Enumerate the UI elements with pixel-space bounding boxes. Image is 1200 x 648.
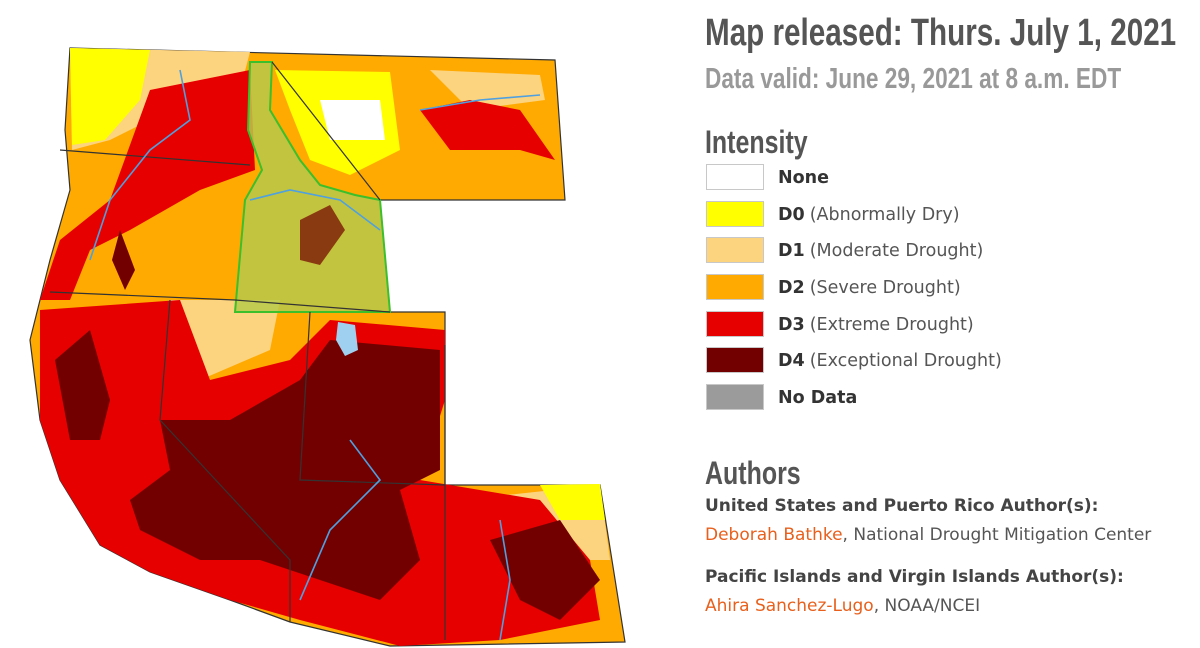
legend-text: D1 (Moderate Drought)	[778, 236, 983, 266]
river	[89, 69, 191, 261]
border	[159, 299, 291, 622]
legend-item: No Data	[706, 383, 1002, 420]
legend-code: D3	[778, 314, 805, 335]
legend-label: (Moderate Drought)	[809, 241, 984, 262]
legend-label: No Data	[778, 388, 858, 409]
legend-text: D2 (Severe Drought)	[778, 273, 961, 303]
lake	[336, 322, 358, 356]
legend: None D0 (Abnormally Dry) D1 (Moderate Drough…	[706, 163, 1002, 420]
legend-swatch	[706, 200, 764, 227]
legend-label: (Abnormally Dry)	[809, 204, 960, 225]
legend-text: D0 (Abnormally Dry)	[778, 200, 960, 230]
legend-text: D3 (Extreme Drought)	[778, 310, 974, 340]
legend-code: D2	[778, 278, 805, 299]
author-affiliation: NOAA/NCEI	[874, 596, 980, 616]
region-none	[320, 100, 385, 140]
legend-swatch	[706, 164, 764, 190]
legend-text: No Data	[778, 383, 857, 413]
legend-item: D0 (Abnormally Dry)	[706, 200, 1002, 237]
author-name[interactable]: Deborah Bathke	[705, 525, 843, 545]
legend-item: D2 (Severe Drought)	[706, 273, 1002, 310]
state-borders	[49, 61, 446, 640]
river	[299, 439, 382, 601]
drought-map	[29, 47, 626, 647]
legend-item: D1 (Moderate Drought)	[706, 236, 1002, 273]
legend-swatch	[706, 310, 764, 337]
legend-text: D4 (Exceptional Drought)	[778, 346, 1002, 376]
legend-code: D1	[778, 241, 805, 262]
author-byline: Ahira Sanchez-LugoNOAA/NCEI	[705, 596, 1151, 638]
legend-label: (Severe Drought)	[809, 278, 961, 299]
author-heading: United States and Puerto Rico Author(s):	[705, 496, 1099, 516]
river	[419, 94, 541, 111]
authors: United States and Puerto Rico Author(s):…	[705, 496, 1151, 638]
river	[249, 189, 381, 231]
legend-swatch	[706, 384, 764, 411]
author-heading: Pacific Islands and Virgin Islands Autho…	[705, 567, 1124, 587]
legend-swatch	[706, 237, 764, 264]
legend-item: None	[706, 163, 1002, 200]
border	[299, 311, 446, 486]
legend-code: D0	[778, 204, 805, 225]
map-title: Map released: Thurs. July 1, 2021	[705, 12, 1177, 54]
legend-text: None	[778, 163, 829, 193]
legend-item: D4 (Exceptional Drought)	[706, 346, 1002, 383]
map-subtitle: Data valid: June 29, 2021 at 8 a.m. EDT	[705, 63, 1122, 95]
legend-code: D4	[778, 351, 805, 372]
author-byline: Deborah BathkeNational Drought Mitigatio…	[705, 525, 1151, 567]
legend-swatch	[706, 274, 764, 301]
border	[59, 149, 251, 166]
author-name[interactable]: Ahira Sanchez-Lugo	[705, 596, 874, 616]
author-affiliation: National Drought Mitigation Center	[843, 525, 1152, 545]
legend-swatch	[706, 347, 764, 374]
border	[271, 61, 381, 201]
legend-item: D3 (Extreme Drought)	[706, 310, 1002, 347]
legend-label: (Exceptional Drought)	[809, 351, 1002, 372]
river	[499, 519, 511, 641]
region-d0	[70, 48, 605, 520]
legend-label: (Extreme Drought)	[809, 314, 974, 335]
region-d4-idaho	[300, 205, 345, 265]
border	[49, 291, 391, 313]
rivers	[89, 69, 541, 641]
legend-title: Intensity	[705, 124, 808, 160]
region-d4	[55, 230, 600, 620]
authors-title: Authors	[705, 455, 801, 491]
legend-label: None	[778, 168, 829, 188]
